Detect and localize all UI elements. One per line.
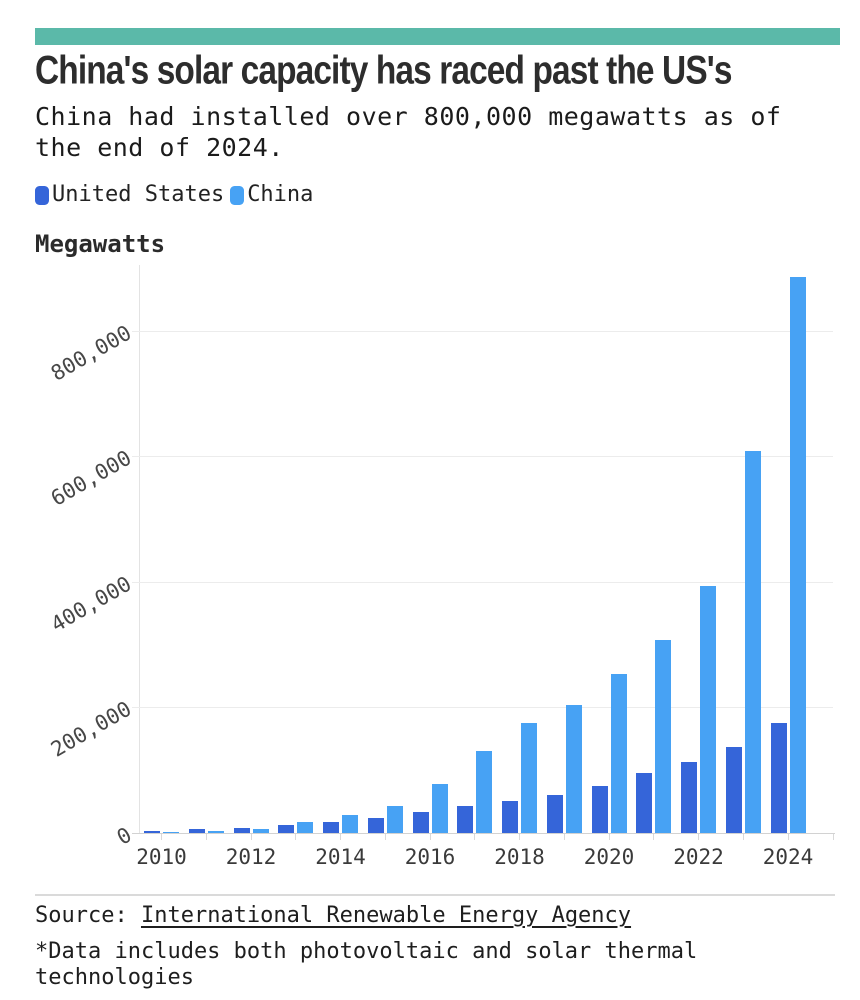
source-label: Source: xyxy=(35,903,128,928)
legend-item-china: China xyxy=(230,182,314,207)
y-tick-label-200,000: 200,000 xyxy=(47,696,137,762)
bar-us-2015 xyxy=(367,818,384,833)
bar-us-2013 xyxy=(278,825,295,833)
x-tick-2015 xyxy=(384,834,386,840)
x-tick-2010 xyxy=(161,834,162,840)
bar-china-2022 xyxy=(700,586,716,833)
gridline-800,000 xyxy=(132,331,833,332)
bar-china-2016 xyxy=(431,784,448,833)
x-tick-label-2020: 2020 xyxy=(583,845,635,869)
x-axis-end-tick xyxy=(832,834,834,840)
bar-us-2017 xyxy=(457,806,474,833)
source-line: Source: International Renewable Energy A… xyxy=(35,903,631,928)
x-tick-2021 xyxy=(653,834,655,840)
bar-china-2014 xyxy=(342,815,358,833)
x-axis-line xyxy=(132,833,835,834)
bar-us-2021 xyxy=(636,773,653,833)
bar-us-2012 xyxy=(233,828,250,833)
bar-us-2016 xyxy=(412,812,429,833)
bar-us-2014 xyxy=(323,822,339,833)
y-tick-label-400,000: 400,000 xyxy=(47,571,137,637)
bar-us-2011 xyxy=(188,829,205,833)
bar-china-2019 xyxy=(565,705,582,833)
x-tick-label-2014: 2014 xyxy=(315,845,366,869)
x-tick-label-2010: 2010 xyxy=(136,845,187,869)
bar-china-2010 xyxy=(163,832,179,833)
bar-us-2018 xyxy=(502,801,518,833)
page-title: China's solar capacity has raced past th… xyxy=(35,49,732,93)
legend-label-united-states: United States xyxy=(52,182,225,207)
x-tick-2023 xyxy=(742,834,744,840)
legend-swatch-united-states xyxy=(35,185,49,205)
x-tick-2016 xyxy=(429,834,431,840)
bar-china-2013 xyxy=(297,822,314,833)
y-axis-title: Megawatts xyxy=(35,230,166,258)
gridline-400,000 xyxy=(132,582,833,583)
x-tick-2024 xyxy=(787,834,789,840)
bar-china-2011 xyxy=(207,831,224,833)
x-tick-label-2022: 2022 xyxy=(673,845,724,869)
y-tick-label-600,000: 600,000 xyxy=(47,445,137,511)
accent-bar xyxy=(35,28,840,45)
bar-china-2015 xyxy=(386,806,403,833)
bar-us-2023 xyxy=(725,747,742,833)
legend-label-china: China xyxy=(247,182,314,207)
x-tick-label-2016: 2016 xyxy=(404,845,456,869)
bar-china-2012 xyxy=(252,829,269,833)
x-tick-2013 xyxy=(295,834,297,840)
bar-china-2020 xyxy=(610,674,627,833)
footnote: *Data includes both photovoltaic and sol… xyxy=(35,939,698,990)
x-tick-2011 xyxy=(205,834,207,840)
legend-item-united-states: United States xyxy=(35,182,225,207)
bar-china-2023 xyxy=(744,451,761,833)
legend-swatch-china xyxy=(230,185,245,205)
bar-china-2018 xyxy=(521,723,537,833)
gridline-600,000 xyxy=(132,456,833,457)
x-tick-2018 xyxy=(519,834,520,840)
x-tick-label-2024: 2024 xyxy=(762,845,814,869)
x-tick-2014 xyxy=(340,834,341,840)
chart-legend: United States China xyxy=(35,182,314,207)
x-tick-2022 xyxy=(698,834,699,840)
x-tick-2017 xyxy=(474,834,476,840)
y-axis-line xyxy=(139,265,140,833)
source-link[interactable]: International Renewable Energy Agency xyxy=(140,903,632,928)
bar-us-2019 xyxy=(546,795,563,833)
y-tick-label-800,000: 800,000 xyxy=(47,320,137,386)
footer-divider xyxy=(35,894,835,896)
x-tick-2020 xyxy=(608,834,610,840)
bar-us-2010 xyxy=(144,831,160,833)
bar-china-2024 xyxy=(789,277,806,833)
page-subtitle: China had installed over 800,000 megawat… xyxy=(35,102,782,162)
bar-china-2017 xyxy=(476,751,493,833)
bar-china-2021 xyxy=(655,640,672,833)
bar-us-2020 xyxy=(591,786,608,833)
x-tick-label-2012: 2012 xyxy=(225,845,277,869)
x-tick-2019 xyxy=(563,834,565,840)
bar-us-2024 xyxy=(770,723,787,833)
gridline-200,000 xyxy=(132,707,833,708)
x-tick-label-2018: 2018 xyxy=(494,845,545,869)
bar-us-2022 xyxy=(681,762,697,833)
x-tick-2012 xyxy=(250,834,252,840)
